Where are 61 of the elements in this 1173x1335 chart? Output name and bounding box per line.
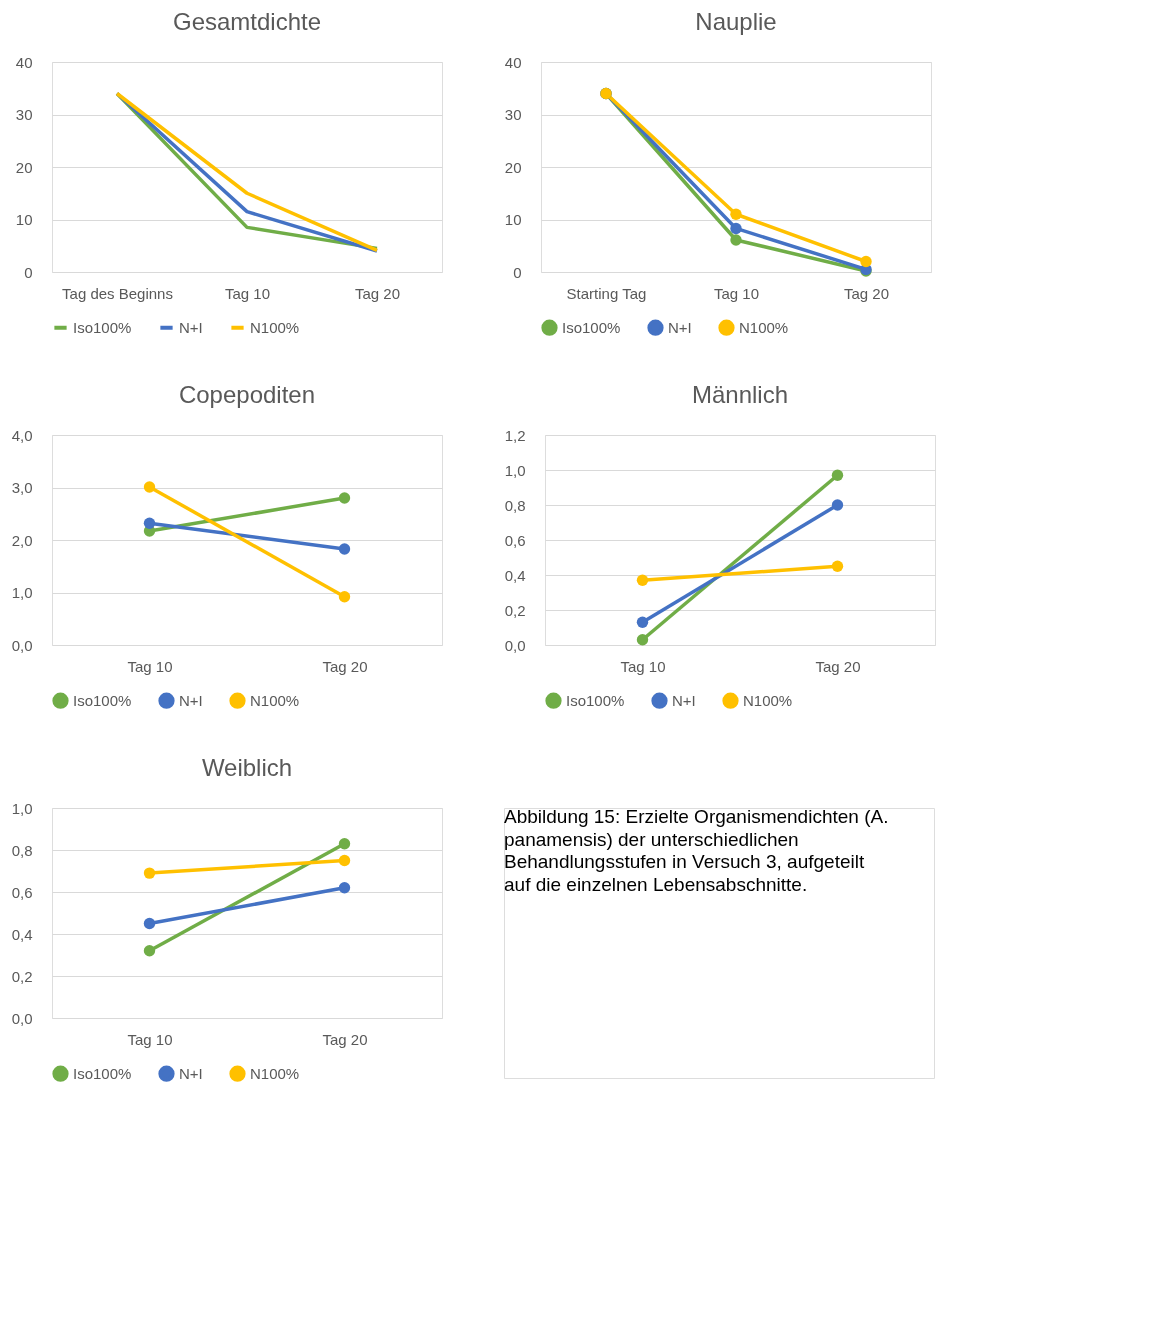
x-tick-label: Starting Tag bbox=[566, 284, 647, 302]
x-tick-label: Tag 10 bbox=[127, 657, 173, 675]
legend-label: N100% bbox=[250, 318, 300, 336]
legend-label: Iso100% bbox=[73, 1064, 132, 1082]
x-tick-label: Tag 20 bbox=[815, 657, 861, 675]
y-tick-label: 40 bbox=[15, 53, 33, 71]
y-tick-label: 0,4 bbox=[11, 925, 33, 943]
y-tick-label: 0,8 bbox=[11, 841, 33, 859]
x-tick-label: Tag 20 bbox=[322, 1030, 368, 1048]
chart-title: Nauplie bbox=[695, 8, 777, 35]
legend-label: Iso100% bbox=[566, 691, 625, 709]
legend-label: N+I bbox=[179, 691, 203, 709]
legend-label: N100% bbox=[743, 691, 793, 709]
legend-label: N100% bbox=[250, 691, 300, 709]
legend-label: N+I bbox=[672, 691, 696, 709]
legend-label: Iso100% bbox=[562, 318, 621, 336]
y-tick-label: 20 bbox=[504, 158, 522, 176]
y-tick-label: 10 bbox=[504, 211, 522, 228]
y-tick-label: 0,8 bbox=[504, 496, 526, 514]
legend-label: N+I bbox=[668, 318, 692, 336]
x-tick-label: Tag 20 bbox=[354, 284, 401, 302]
legend-label: N100% bbox=[739, 318, 789, 336]
x-tick-label: Tag 10 bbox=[127, 1030, 173, 1048]
y-tick-label: 1,0 bbox=[504, 461, 526, 479]
y-tick-label: 0,0 bbox=[504, 636, 526, 654]
y-tick-label: 2,0 bbox=[11, 531, 33, 549]
x-tick-label: Tag des Beginns bbox=[62, 284, 173, 302]
x-tick-label: Tag 20 bbox=[843, 284, 890, 302]
chart-title: Männlich bbox=[691, 381, 789, 408]
y-tick-label: 3,0 bbox=[11, 479, 33, 496]
chart-title: Weiblich bbox=[201, 754, 293, 781]
y-tick-label: 30 bbox=[504, 106, 522, 123]
y-tick-label: 0,0 bbox=[11, 636, 33, 654]
y-tick-label: 4,0 bbox=[11, 426, 33, 444]
x-tick-label: Tag 10 bbox=[713, 284, 760, 302]
y-tick-label: 0 bbox=[24, 263, 33, 281]
legend-label: N+I bbox=[179, 1064, 203, 1082]
x-tick-label: Tag 10 bbox=[620, 657, 666, 675]
y-tick-label: 1,0 bbox=[11, 584, 33, 601]
legend-label: N+I bbox=[179, 318, 203, 336]
y-tick-label: 0,6 bbox=[504, 531, 526, 549]
legend-label: Iso100% bbox=[73, 318, 132, 336]
y-tick-label: 0,2 bbox=[11, 967, 33, 985]
chart-title: Copepoditen bbox=[178, 381, 316, 408]
y-tick-label: 0,4 bbox=[504, 566, 526, 584]
y-tick-label: 30 bbox=[15, 106, 33, 123]
x-tick-label: Tag 20 bbox=[322, 657, 368, 675]
y-tick-label: 0,2 bbox=[504, 601, 526, 619]
y-tick-label: 10 bbox=[15, 211, 33, 228]
y-tick-label: 1,0 bbox=[11, 799, 33, 817]
y-tick-label: 0,6 bbox=[11, 883, 33, 901]
y-tick-label: 40 bbox=[504, 53, 522, 71]
chart-title: Gesamtdichte bbox=[172, 8, 322, 35]
y-tick-label: 0,0 bbox=[11, 1009, 33, 1027]
y-tick-label: 0 bbox=[513, 263, 522, 281]
y-tick-label: 1,2 bbox=[504, 426, 526, 444]
text: Abbildung 15: Erzielte Organismendichten (A. panamensis) der unterschiedlichen Behandlungsstufen in Versuch 3, aufgeteilt auf die einzelnen Lebensabschnitte. bbox=[504, 806, 889, 895]
y-tick-label: 20 bbox=[15, 158, 33, 176]
legend-label: Iso100% bbox=[73, 691, 132, 709]
legend-label: N100% bbox=[250, 1064, 300, 1082]
x-tick-label: Tag 10 bbox=[224, 284, 271, 302]
